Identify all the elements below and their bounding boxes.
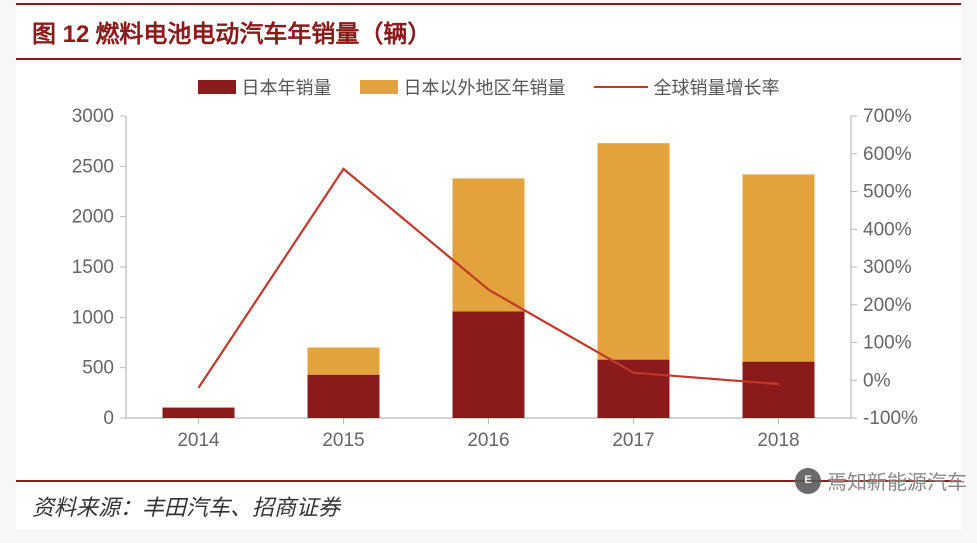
chart-area: 日本年销量 日本以外地区年销量 全球销量增长率 0 500 1000 1500 2000… [16,60,961,480]
legend-label-japan: 日本年销量 [242,74,332,100]
svg-text:500: 500 [82,358,114,379]
svg-text:3000: 3000 [72,106,114,127]
svg-text:100%: 100% [863,333,912,354]
legend-label-growth: 全球销量增长率 [654,74,780,100]
chart-title-row: 图 12 燃料电池电动汽车年销量（辆） [16,3,961,60]
svg-text:0%: 0% [863,370,891,391]
svg-text:300%: 300% [863,257,912,278]
svg-text:0: 0 [103,408,114,429]
svg-text:2016: 2016 [467,430,509,451]
svg-text:2014: 2014 [177,430,220,451]
svg-text:-100%: -100% [863,408,918,429]
source-label: 资料来源： [32,495,142,520]
legend-item-japan: 日本年销量 [198,74,332,100]
source-text: 丰田汽车、招商证券 [142,495,340,520]
svg-text:1000: 1000 [72,307,114,328]
legend-swatch-japan [198,80,236,94]
svg-text:700%: 700% [863,106,912,127]
title-prefix: 图 12 [32,14,89,49]
watermark-icon: E [795,468,821,494]
title-text: 燃料电池电动汽车年销量（辆） [95,14,431,49]
watermark: E 焉知新能源汽车 [795,466,967,495]
svg-text:2000: 2000 [72,207,114,228]
svg-text:2500: 2500 [72,156,114,177]
svg-text:2018: 2018 [757,430,799,451]
svg-text:1500: 1500 [72,257,114,278]
legend-swatch-nonjapan [360,80,398,94]
svg-text:2015: 2015 [322,430,364,451]
svg-text:500%: 500% [863,182,912,203]
svg-text:2017: 2017 [612,430,654,451]
svg-text:600%: 600% [863,144,912,165]
watermark-text: 焉知新能源汽车 [827,466,967,495]
legend: 日本年销量 日本以外地区年销量 全球销量增长率 [16,60,961,106]
legend-line-growth [594,86,648,88]
legend-item-nonjapan: 日本以外地区年销量 [360,74,566,100]
legend-label-nonjapan: 日本以外地区年销量 [404,74,566,100]
legend-item-growth: 全球销量增长率 [594,74,780,100]
svg-text:200%: 200% [863,295,912,316]
chart-svg: 0 500 1000 1500 2000 2500 3000 -100% 0% 100% 200% 3… [16,106,961,466]
svg-text:400%: 400% [863,219,912,240]
